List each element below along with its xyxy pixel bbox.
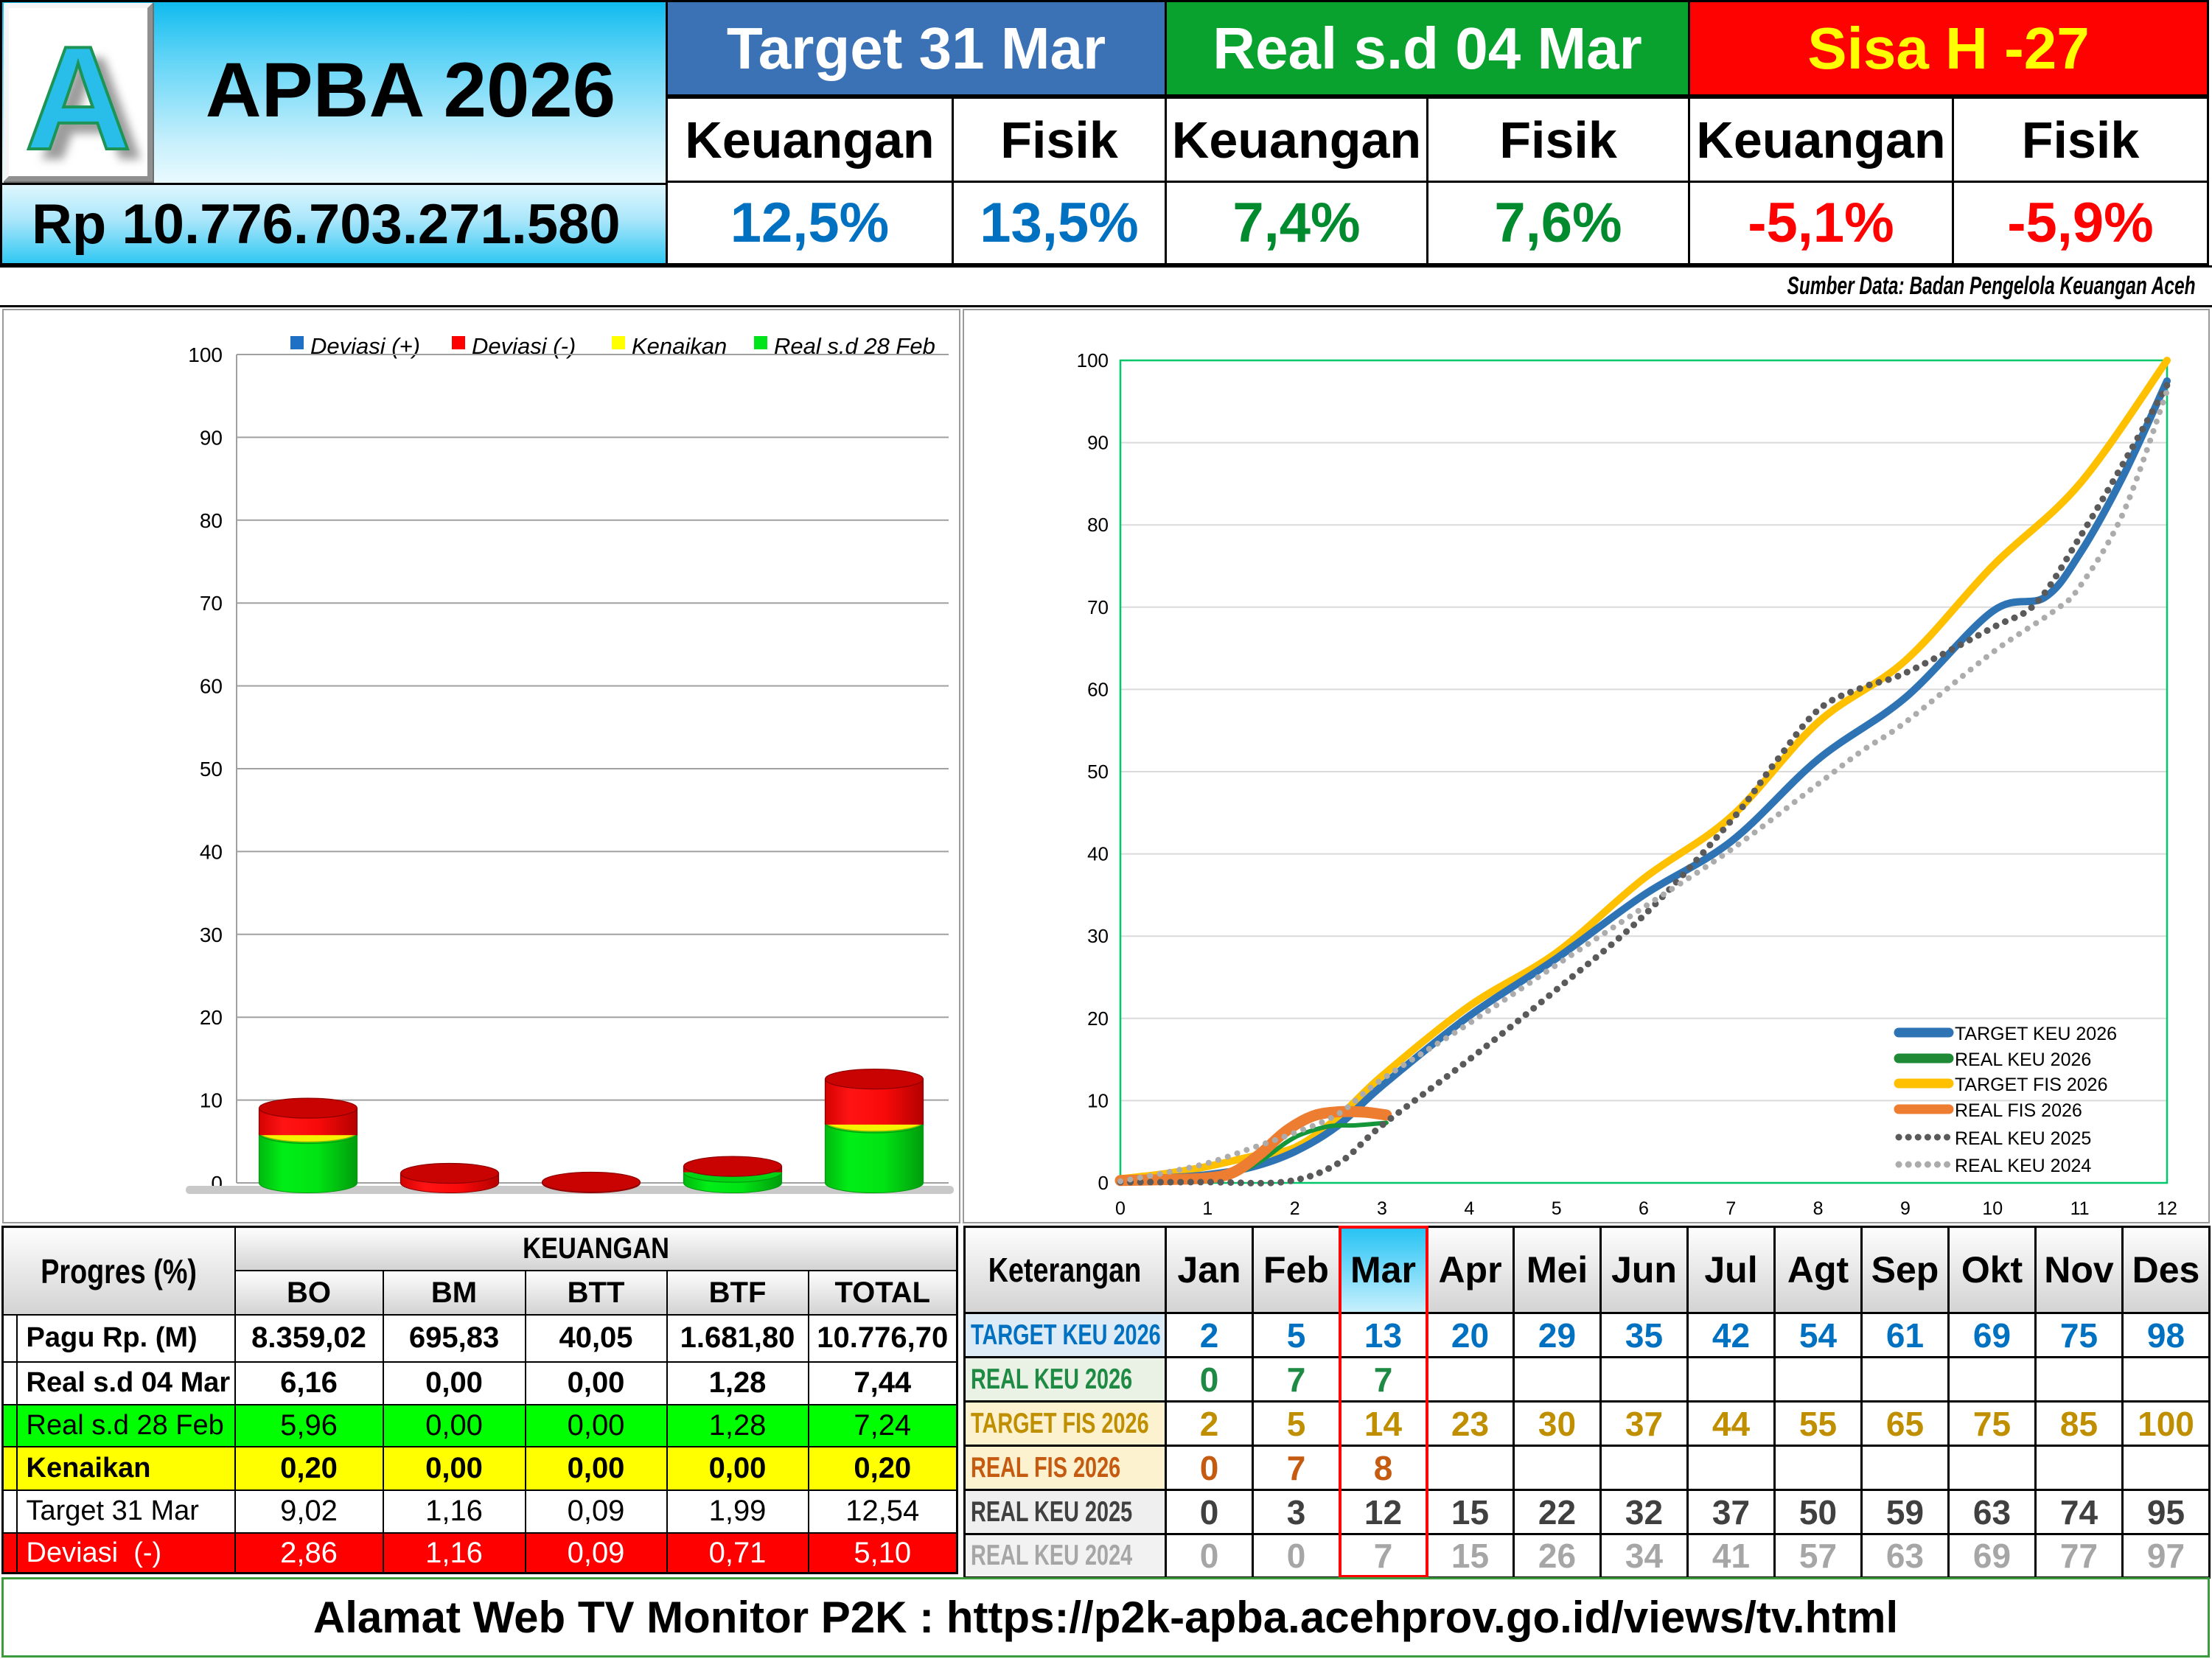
svg-text:6: 6 <box>1639 1198 1649 1219</box>
svg-text:12: 12 <box>2157 1198 2177 1219</box>
svg-text:10: 10 <box>200 1089 223 1112</box>
svg-text:0: 0 <box>1098 1172 1109 1194</box>
svg-text:90: 90 <box>1087 432 1109 454</box>
svg-text:0: 0 <box>1115 1198 1126 1219</box>
svg-text:REAL FIS 2026: REAL FIS 2026 <box>1955 1100 2082 1121</box>
svg-text:REAL KEU 2025: REAL KEU 2025 <box>1955 1128 2091 1149</box>
svg-text:60: 60 <box>1087 678 1109 700</box>
svg-text:11: 11 <box>2070 1198 2090 1219</box>
svg-text:100: 100 <box>188 343 223 366</box>
svg-text:70: 70 <box>200 592 223 615</box>
svg-text:5: 5 <box>1552 1198 1562 1219</box>
svg-text:TARGET FIS 2026: TARGET FIS 2026 <box>1955 1075 2107 1095</box>
svg-text:30: 30 <box>1087 925 1109 947</box>
svg-text:3: 3 <box>1377 1198 1387 1219</box>
svg-text:1: 1 <box>1202 1198 1213 1219</box>
svg-text:100: 100 <box>1077 349 1109 371</box>
svg-text:2: 2 <box>1290 1198 1300 1219</box>
svg-text:20: 20 <box>1087 1007 1109 1030</box>
svg-text:7: 7 <box>1726 1198 1736 1219</box>
svg-text:30: 30 <box>200 923 223 946</box>
svg-text:50: 50 <box>1087 761 1109 783</box>
svg-text:40: 40 <box>1087 843 1109 865</box>
svg-text:70: 70 <box>1087 596 1109 618</box>
svg-text:REAL KEU 2026: REAL KEU 2026 <box>1955 1049 2091 1070</box>
svg-text:90: 90 <box>200 426 223 449</box>
svg-text:8: 8 <box>1813 1198 1824 1219</box>
svg-text:9: 9 <box>1900 1198 1911 1219</box>
svg-text:TARGET KEU 2026: TARGET KEU 2026 <box>1955 1024 2117 1044</box>
svg-text:10: 10 <box>1982 1198 2003 1219</box>
svg-text:80: 80 <box>200 509 223 532</box>
svg-text:REAL KEU 2024: REAL KEU 2024 <box>1955 1156 2091 1176</box>
svg-text:20: 20 <box>200 1006 223 1029</box>
svg-text:60: 60 <box>200 675 223 698</box>
svg-text:80: 80 <box>1087 514 1109 536</box>
svg-text:40: 40 <box>200 840 223 863</box>
svg-text:4: 4 <box>1464 1198 1474 1219</box>
svg-text:10: 10 <box>1087 1089 1109 1111</box>
svg-text:50: 50 <box>200 758 223 780</box>
